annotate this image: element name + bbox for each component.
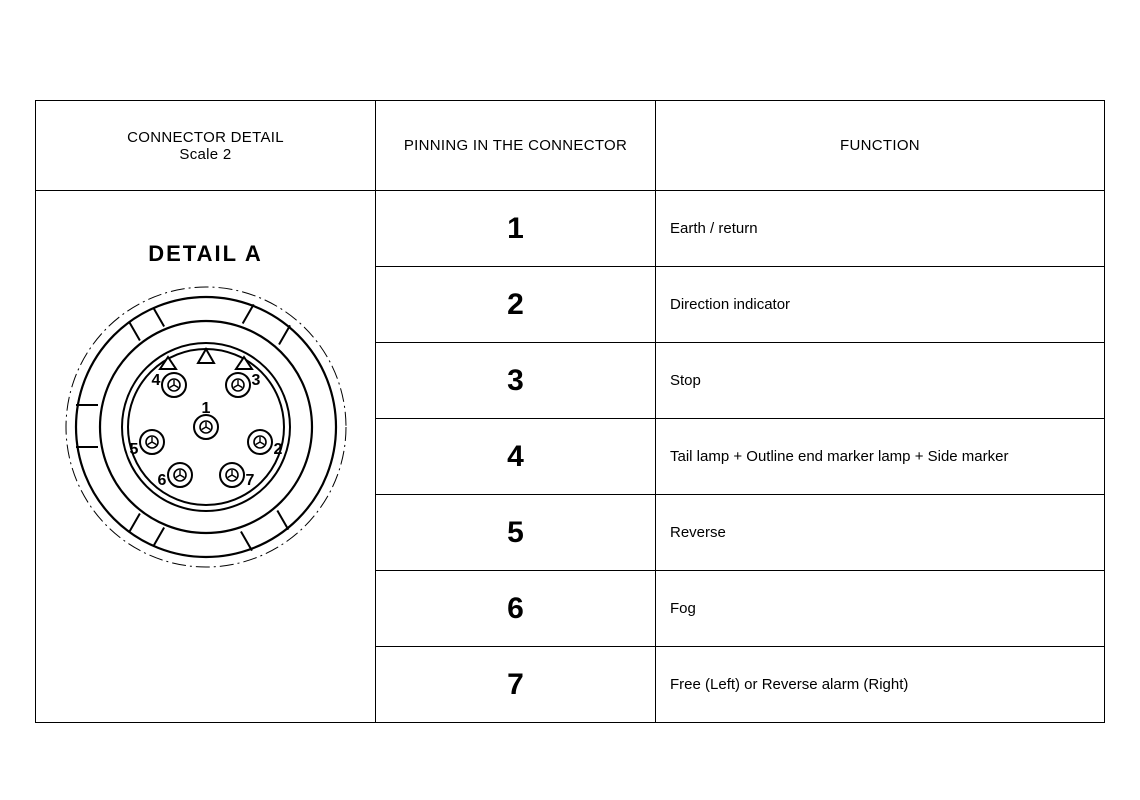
svg-text:1: 1 (201, 400, 210, 417)
pin-function: Reverse (656, 495, 1105, 571)
svg-text:3: 3 (251, 372, 260, 389)
pin-function: Direction indicator (656, 267, 1105, 343)
pin-function: Earth / return (656, 191, 1105, 267)
svg-text:2: 2 (273, 441, 282, 458)
pin-function: Free (Left) or Reverse alarm (Right) (656, 647, 1105, 723)
pin-number: 2 (376, 267, 656, 343)
table-row: DETAIL A (36, 191, 1105, 267)
svg-text:5: 5 (129, 441, 138, 458)
svg-text:6: 6 (157, 472, 166, 489)
header-pinning: PINNING IN THE CONNECTOR (376, 101, 656, 191)
pin-number: 3 (376, 343, 656, 419)
header-function: FUNCTION (656, 101, 1105, 191)
connector-pinout-table: CONNECTOR DETAIL Scale 2 PINNING IN THE … (35, 100, 1105, 723)
header-detail-line2: Scale 2 (179, 146, 231, 163)
connector-detail-cell: DETAIL A (36, 191, 376, 723)
pin-function: Tail lamp + Outline end marker lamp + Si… (656, 419, 1105, 495)
header-row: CONNECTOR DETAIL Scale 2 PINNING IN THE … (36, 101, 1105, 191)
header-detail-line1: CONNECTOR DETAIL (127, 129, 284, 146)
pin-number: 5 (376, 495, 656, 571)
pin-number: 7 (376, 647, 656, 723)
pin-number: 6 (376, 571, 656, 647)
svg-text:7: 7 (245, 472, 254, 489)
header-detail: CONNECTOR DETAIL Scale 2 (36, 101, 376, 191)
diagram-title: DETAIL A (36, 241, 375, 267)
pin-number: 4 (376, 419, 656, 495)
pin-function: Fog (656, 571, 1105, 647)
connector-diagram: 1 2 3 4 5 6 7 (56, 277, 356, 577)
svg-text:4: 4 (151, 372, 160, 389)
pin-number: 1 (376, 191, 656, 267)
pin-function: Stop (656, 343, 1105, 419)
